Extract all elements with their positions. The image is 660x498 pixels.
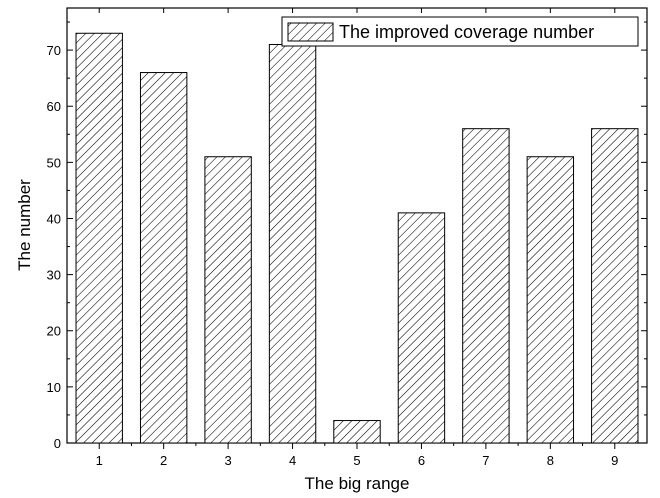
x-axis-title: The big range — [305, 474, 410, 493]
y-tick-label: 50 — [47, 155, 61, 170]
bar-2 — [139, 72, 188, 444]
x-tick-label: 3 — [224, 453, 231, 468]
y-tick-label: 20 — [47, 324, 61, 339]
y-axis-ticks: 0 10 20 30 40 50 60 70 — [47, 21, 647, 451]
y-tick-label: 70 — [47, 43, 61, 58]
x-tick-label: 7 — [482, 453, 489, 468]
legend-swatch — [287, 22, 334, 42]
y-axis-title: The number — [15, 179, 34, 271]
x-tick-label: 5 — [353, 453, 360, 468]
bar-8 — [526, 156, 575, 444]
y-tick-label: 10 — [47, 380, 61, 395]
legend-box — [281, 16, 639, 47]
x-axis-ticks: 1 2 3 4 5 6 7 8 9 — [96, 8, 618, 468]
bar-9 — [591, 128, 639, 444]
x-tick-label: 2 — [160, 453, 167, 468]
bar-7 — [462, 128, 510, 444]
y-tick-label: 60 — [47, 99, 61, 114]
x-tick-label: 1 — [96, 453, 103, 468]
bar-6 — [397, 212, 446, 444]
bar-5 — [333, 420, 381, 444]
x-tick-label: 8 — [547, 453, 554, 468]
x-tick-label: 9 — [611, 453, 618, 468]
legend-label: The improved coverage number — [339, 22, 594, 42]
bar-1 — [75, 32, 123, 444]
x-tick-label: 6 — [418, 453, 425, 468]
y-tick-label: 40 — [47, 211, 61, 226]
x-tick-label: 4 — [289, 453, 296, 468]
bars-group — [75, 32, 639, 444]
y-tick-label: 30 — [47, 268, 61, 283]
legend: The improved coverage number — [281, 16, 639, 47]
y-tick-label: 0 — [54, 436, 61, 451]
bar-4 — [268, 43, 317, 444]
bar-3 — [204, 156, 252, 444]
